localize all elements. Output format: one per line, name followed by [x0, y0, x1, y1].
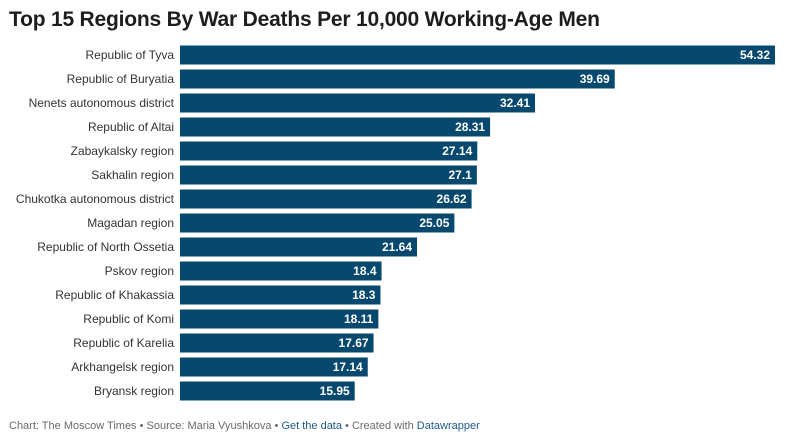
- bar: [180, 189, 472, 209]
- bar: [180, 69, 615, 89]
- bar: [180, 45, 775, 65]
- category-label: Republic of Khakassia: [55, 288, 174, 302]
- datawrapper-link[interactable]: Datawrapper: [416, 420, 480, 432]
- category-label: Zabaykalsky region: [71, 144, 174, 158]
- category-label: Sakhalin region: [91, 168, 174, 182]
- footer-separator: •: [271, 420, 282, 432]
- bar: [180, 213, 455, 233]
- created-with-text: • Created with: [341, 420, 417, 432]
- category-label: Republic of Altai: [88, 120, 174, 134]
- value-label: 17.67: [339, 336, 369, 350]
- bar: [180, 141, 478, 161]
- value-label: 15.95: [320, 384, 350, 398]
- category-label: Nenets autonomous district: [29, 96, 175, 110]
- bar: [180, 93, 536, 113]
- value-label: 32.41: [500, 96, 530, 110]
- category-label: Republic of Buryatia: [67, 72, 175, 86]
- category-label: Arkhangelsk region: [71, 360, 174, 374]
- category-label: Republic of Tyva: [86, 48, 175, 62]
- bar: [180, 357, 368, 377]
- value-label: 21.64: [382, 240, 412, 254]
- category-label: Republic of North Ossetia: [37, 240, 174, 254]
- get-the-data-link[interactable]: Get the data: [281, 420, 342, 432]
- bar: [180, 285, 381, 305]
- bar: [180, 309, 379, 329]
- value-label: 18.4: [353, 264, 377, 278]
- category-label: Republic of Komi: [83, 312, 174, 326]
- value-label: 25.05: [419, 216, 449, 230]
- value-label: 17.14: [333, 360, 363, 374]
- category-label: Bryansk region: [94, 384, 174, 398]
- category-label: Magadan region: [87, 216, 174, 230]
- value-label: 39.69: [580, 72, 610, 86]
- bar: [180, 333, 374, 353]
- value-label: 28.31: [455, 120, 485, 134]
- value-label: 27.1: [448, 168, 472, 182]
- bar: [180, 381, 355, 401]
- value-label: 54.32: [740, 48, 770, 62]
- bar: [180, 237, 418, 257]
- bar: [180, 117, 491, 137]
- footer: Chart: The Moscow Times • Source: Maria …: [9, 420, 480, 432]
- value-label: 18.11: [344, 312, 374, 326]
- value-label: 18.3: [352, 288, 376, 302]
- category-label: Chukotka autonomous district: [16, 192, 175, 206]
- category-label: Republic of Karelia: [73, 336, 174, 350]
- chart-title: Top 15 Regions By War Deaths Per 10,000 …: [9, 8, 600, 31]
- source-credit: Source: Maria Vyushkova: [146, 420, 272, 432]
- value-label: 26.62: [437, 192, 467, 206]
- bar: [180, 165, 477, 185]
- footer-separator: •: [136, 420, 147, 432]
- bar: [180, 261, 382, 281]
- value-label: 27.14: [442, 144, 472, 158]
- category-label: Pskov region: [105, 264, 174, 278]
- chart-credit: Chart: The Moscow Times: [9, 420, 137, 432]
